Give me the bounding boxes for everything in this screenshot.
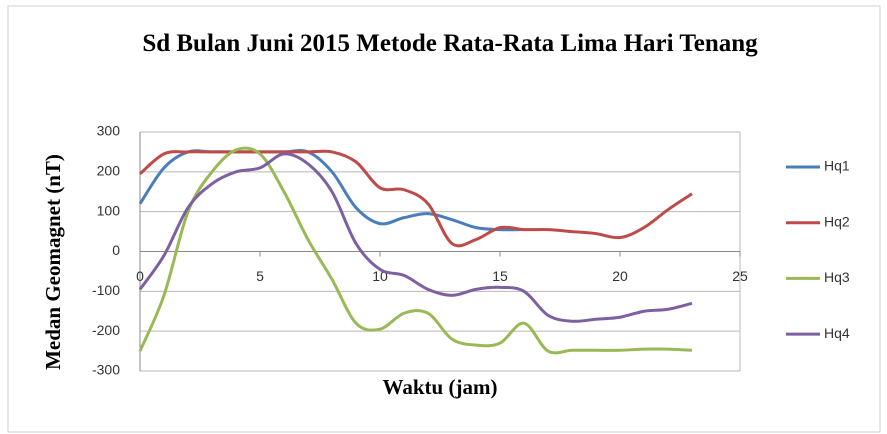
x-tick-label: 0 — [136, 268, 144, 284]
legend-label: Hq1 — [824, 158, 850, 174]
y-tick-label: 300 — [97, 123, 121, 139]
line-series — [138, 152, 693, 323]
x-tick-label: 5 — [256, 268, 264, 284]
y-tick-label: 0 — [112, 242, 120, 258]
legend-label: Hq4 — [824, 325, 850, 341]
y-tick-label: 100 — [97, 202, 121, 218]
legend-label: Hq2 — [824, 213, 850, 229]
chart-border — [7, 5, 881, 433]
y-tick-label: -300 — [92, 362, 120, 378]
x-axis-label: Waktu (jam) — [383, 375, 498, 399]
y-axis-label: Medan Geomagnet (nT) — [41, 154, 65, 370]
x-tick-label: 25 — [732, 268, 748, 284]
x-tick-label: 15 — [492, 268, 508, 284]
chart-title: Sd Bulan Juni 2015 Metode Rata-Rata Lima… — [142, 30, 758, 57]
y-tick-label: 200 — [97, 163, 121, 179]
legend-label: Hq3 — [824, 269, 850, 285]
line-series — [139, 149, 693, 248]
y-tick-label: -100 — [92, 282, 120, 298]
x-tick-label: 20 — [612, 268, 628, 284]
line-series — [138, 146, 693, 355]
y-tick-label: -200 — [92, 322, 120, 338]
